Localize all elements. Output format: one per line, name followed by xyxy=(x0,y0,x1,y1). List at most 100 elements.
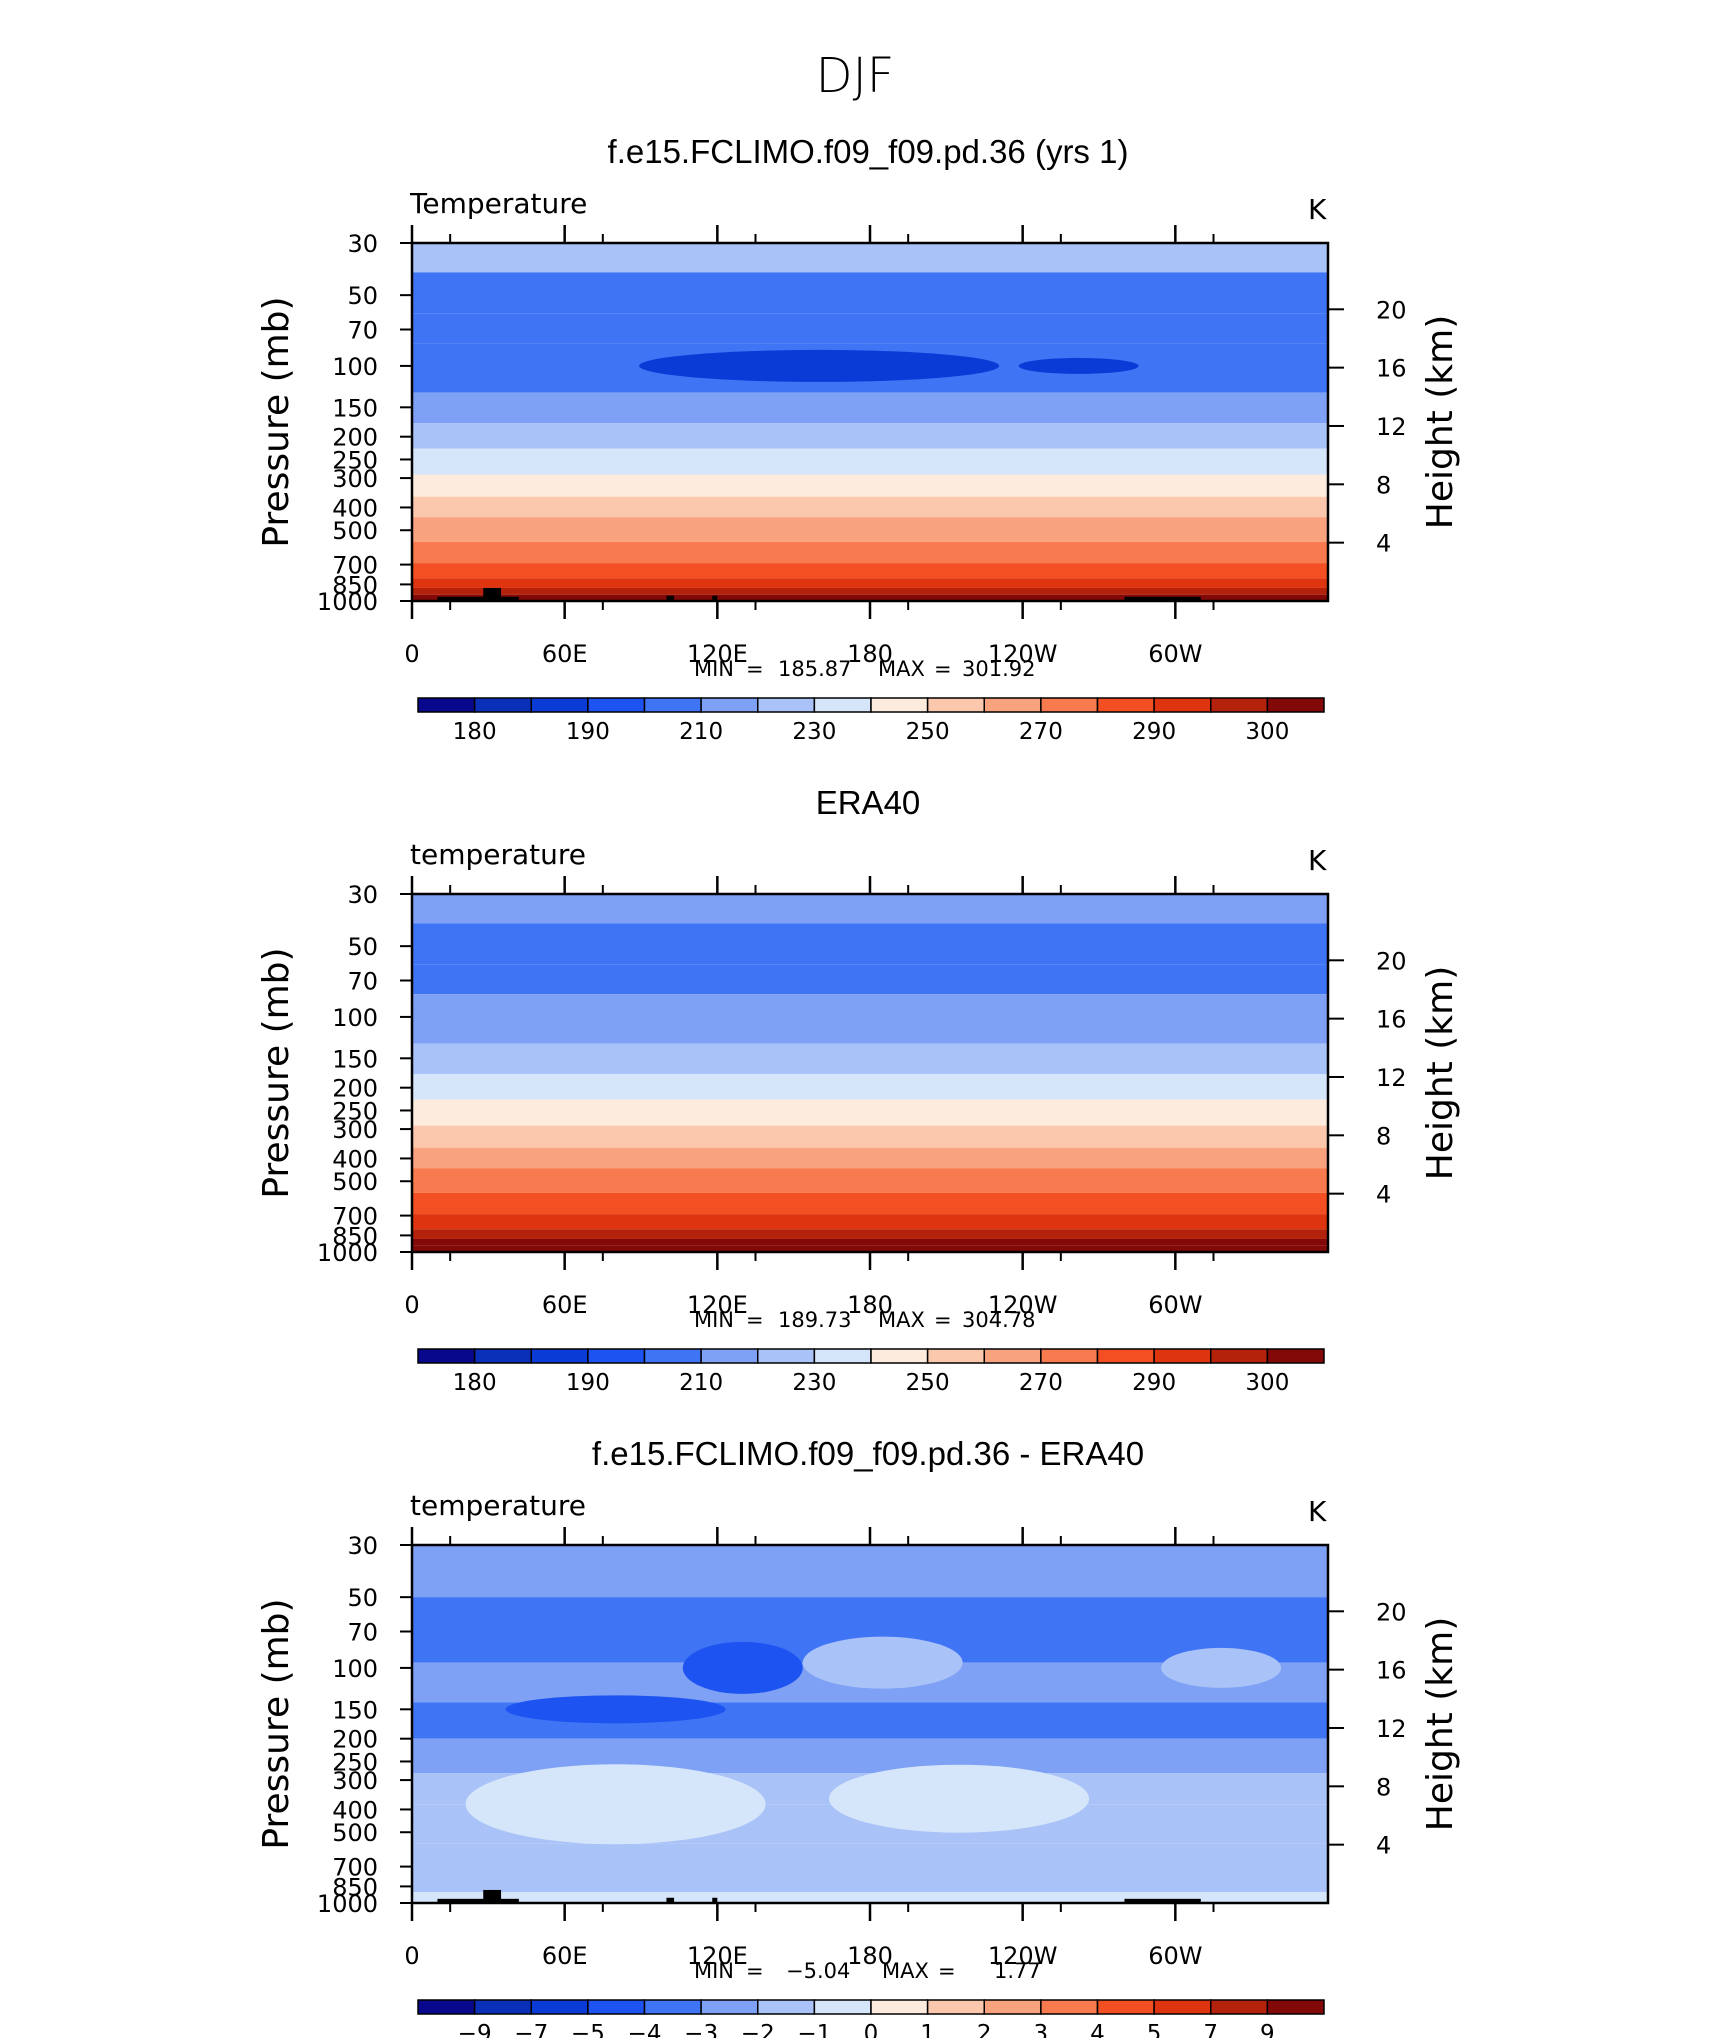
x-tick-label: 60W xyxy=(1148,1291,1202,1319)
topography xyxy=(437,596,519,601)
contour-band xyxy=(412,1074,1328,1100)
contour-band xyxy=(412,1043,1328,1075)
contour-cold-region xyxy=(505,1695,726,1724)
x-tick-label: 120W xyxy=(988,1291,1058,1319)
max-equals: = xyxy=(934,657,952,681)
contour-band xyxy=(412,1874,1328,1893)
contour-band xyxy=(412,1214,1328,1230)
colorbar-cell xyxy=(757,697,816,713)
colorbar-cell xyxy=(643,1348,702,1364)
contour-cold-region xyxy=(682,1641,803,1694)
colorbar-label: 2 xyxy=(977,2021,992,2038)
panel-difference: f.e15.FCLIMO.f09_f09.pd.36 - ERA40 tempe… xyxy=(410,1435,1327,1983)
colorbar-cell xyxy=(587,1999,646,2015)
contour-band xyxy=(412,594,1328,601)
colorbar-cell xyxy=(643,697,702,713)
colorbar-cell xyxy=(757,1999,816,2015)
min-label: MIN xyxy=(694,657,734,681)
contour-band xyxy=(412,964,1328,995)
y-tick-label: 150 xyxy=(332,1696,378,1724)
colorbar-cell xyxy=(983,1348,1042,1364)
y2-tick-label: 16 xyxy=(1376,355,1407,383)
contour-band xyxy=(412,517,1328,542)
colorbar-label: 9 xyxy=(1260,2021,1275,2038)
contour-band xyxy=(412,563,1328,579)
colorbar-cell xyxy=(1210,1999,1269,2015)
colorbar-cell xyxy=(1266,1348,1325,1364)
min-value: 189.73 xyxy=(778,1308,851,1332)
topography xyxy=(1124,596,1201,601)
min-label: MIN xyxy=(694,1308,734,1332)
colorbar-cell xyxy=(1210,1348,1269,1364)
colorbar-cell xyxy=(530,697,589,713)
y-tick-label: 200 xyxy=(332,424,378,452)
x-tick-label: 120E xyxy=(687,640,748,668)
topography xyxy=(483,1889,502,1903)
y-tick-label: 250 xyxy=(332,1748,378,1776)
contour-band xyxy=(412,1125,1328,1148)
colorbar-cell xyxy=(1266,1999,1325,2015)
y-tick-label: 100 xyxy=(332,353,378,381)
x-tick-label: 60E xyxy=(542,640,588,668)
contour-band xyxy=(412,1168,1328,1193)
colorbar-cell xyxy=(870,1348,929,1364)
y2-tick-label: 8 xyxy=(1376,471,1391,499)
y-tick-label: 250 xyxy=(332,446,378,474)
colorbar-cell xyxy=(813,1999,872,2015)
colorbar-cell xyxy=(757,1348,816,1364)
contour-band xyxy=(412,243,1328,273)
min-value: −5.04 xyxy=(786,1959,850,1983)
max-label: MAX xyxy=(878,657,925,681)
x-tick-label: 120E xyxy=(687,1942,748,1970)
y-tick-label: 250 xyxy=(332,1097,378,1125)
y-tick-label: 70 xyxy=(347,968,378,996)
contour-band xyxy=(412,541,1328,564)
max-label: MAX xyxy=(882,1959,929,1983)
colorbar-label: 0 xyxy=(864,2021,879,2038)
y2-tick-label: 4 xyxy=(1376,1181,1391,1209)
colorbar-label: −9 xyxy=(458,2021,492,2038)
colorbar-cell xyxy=(926,1348,985,1364)
x-tick-label: 0 xyxy=(404,1291,419,1319)
max-value: 1.77 xyxy=(994,1959,1041,1983)
colorbar-cell xyxy=(1096,1999,1155,2015)
colorbar-cell xyxy=(473,1348,532,1364)
y-tick-label: 300 xyxy=(332,465,378,493)
contour-band xyxy=(412,1892,1328,1903)
colorbar-label: 210 xyxy=(679,1370,723,1396)
contour-band xyxy=(412,923,1328,965)
x-tick-label: 120W xyxy=(988,640,1058,668)
y2-tick-label: 20 xyxy=(1376,296,1407,324)
colorbar-cell xyxy=(1040,1348,1099,1364)
x-tick-label: 180 xyxy=(847,1942,893,1970)
colorbar-cell xyxy=(417,1999,476,2015)
y2-tick-label: 4 xyxy=(1376,1832,1391,1860)
y2-tick-label: 16 xyxy=(1376,1657,1407,1685)
y-tick-label: 500 xyxy=(332,1819,378,1847)
colorbar-cell xyxy=(1096,697,1155,713)
y2-tick-label: 12 xyxy=(1376,1064,1407,1092)
contour-cold-core xyxy=(639,349,1000,382)
contour-band xyxy=(412,894,1328,924)
contour-warm-region xyxy=(1161,1647,1282,1688)
colorbar-cell xyxy=(1153,697,1212,713)
contour-band xyxy=(412,1545,1328,1598)
y2-tick-label: 16 xyxy=(1376,1006,1407,1034)
colorbar-cell xyxy=(813,697,872,713)
units-label: K xyxy=(1308,193,1327,226)
colorbar-label: 300 xyxy=(1245,1370,1289,1396)
colorbar-label: 290 xyxy=(1132,1370,1176,1396)
plot-layer: 0 60E 120E 180 120W 60W3050701001502002503004… xyxy=(256,225,1461,2038)
contour-band xyxy=(412,1597,1328,1632)
colorbar-cell xyxy=(473,697,532,713)
x-tick-label: 180 xyxy=(847,1291,893,1319)
x-tick-label: 60W xyxy=(1148,1942,1202,1970)
y-tick-label: 850 xyxy=(332,1873,378,1901)
y-tick-label: 850 xyxy=(332,571,378,599)
x-tick-label: 0 xyxy=(404,1942,419,1970)
panel-title: ERA40 xyxy=(816,784,921,821)
y-tick-label: 150 xyxy=(332,394,378,422)
colorbar-label: 190 xyxy=(566,1370,610,1396)
y-tick-label: 850 xyxy=(332,1222,378,1250)
